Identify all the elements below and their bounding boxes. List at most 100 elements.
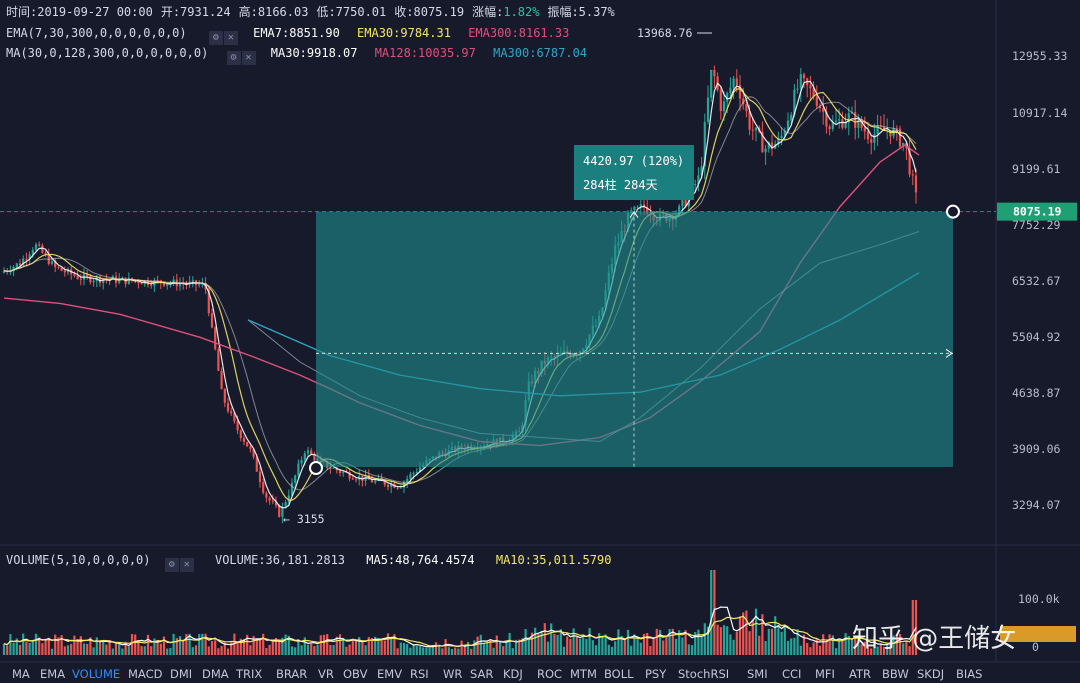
tab-sar[interactable]: SAR xyxy=(470,667,494,681)
volume-bar xyxy=(76,639,79,655)
settings-icon[interactable]: ⚙ xyxy=(164,558,179,572)
candle-body xyxy=(860,119,863,128)
ohlc-field-5: 涨幅: xyxy=(472,5,504,19)
close-icon[interactable]: ✕ xyxy=(241,51,256,65)
tab-obv[interactable]: OBV xyxy=(343,667,368,681)
volume-bar xyxy=(761,614,764,655)
candle-body xyxy=(239,430,242,439)
tab-ema[interactable]: EMA xyxy=(40,667,66,681)
candle-body xyxy=(911,174,914,176)
volume-bar xyxy=(434,642,438,655)
tab-vr[interactable]: VR xyxy=(318,667,334,681)
candle-body xyxy=(854,112,857,128)
volume-bar xyxy=(233,633,236,655)
candle-body xyxy=(822,107,825,112)
volume-bar xyxy=(655,628,658,655)
volume-bar xyxy=(767,628,770,655)
tab-trix[interactable]: TRIX xyxy=(236,667,263,681)
volume-bar xyxy=(697,629,700,655)
volume-bar xyxy=(508,633,511,655)
ma5-value: MA5:48,764.4574 xyxy=(366,553,475,567)
volume-bar xyxy=(294,647,297,655)
volume-bar xyxy=(31,641,34,655)
tab-smi[interactable]: SMI xyxy=(747,667,768,681)
volume-bar xyxy=(630,645,633,655)
candle-body xyxy=(370,479,374,483)
volume-bar xyxy=(854,638,857,655)
candle-body xyxy=(780,135,783,139)
volume-bar xyxy=(562,646,566,655)
candle-body xyxy=(31,249,34,255)
volume-bar xyxy=(601,635,604,655)
close-icon[interactable]: ✕ xyxy=(223,31,238,45)
tab-ma[interactable]: MA xyxy=(12,667,30,681)
candle-body xyxy=(150,284,153,286)
volume-bar xyxy=(604,634,607,655)
tab-atr[interactable]: ATR xyxy=(849,667,871,681)
tab-mfi[interactable]: MFI xyxy=(815,667,835,681)
measure-bars-label: 284柱 284天 xyxy=(583,177,658,192)
volume-bar xyxy=(895,634,898,655)
candle-body xyxy=(706,97,710,122)
volume-bar xyxy=(758,635,761,655)
volume-bar xyxy=(470,648,473,655)
tab-roc[interactable]: ROC xyxy=(537,667,563,681)
tab-stochrsi[interactable]: StochRSI xyxy=(678,667,730,681)
tab-wr[interactable]: WR xyxy=(443,667,463,681)
volume-bar xyxy=(326,634,329,655)
volume-bar xyxy=(617,629,620,655)
tab-dmi[interactable]: DMI xyxy=(170,667,193,681)
volume-bar xyxy=(882,646,886,655)
volume-bar xyxy=(22,633,25,655)
volume-bar xyxy=(828,634,831,655)
candle-body xyxy=(636,206,639,208)
tab-boll[interactable]: BOLL xyxy=(604,667,634,681)
volume-bar xyxy=(169,647,172,655)
volume-bar xyxy=(898,633,902,655)
volume-bar xyxy=(873,636,876,655)
volume-bar xyxy=(329,645,332,655)
indicator-tab-bar: MA EMA VOLUME MACD DMI DMA TRIX BRAR VR OBV EMV RSI… xyxy=(0,664,1080,683)
candle-body xyxy=(732,78,735,88)
candle-body xyxy=(815,96,818,106)
tab-bias[interactable]: BIAS xyxy=(956,667,983,681)
volume-bar xyxy=(265,647,268,655)
volume-bar xyxy=(290,646,294,655)
volume-bar xyxy=(114,642,118,655)
ema7-value: EMA7:8851.90 xyxy=(253,26,340,40)
volume-bar xyxy=(681,637,684,655)
tab-brar[interactable]: BRAR xyxy=(276,667,308,681)
tab-psy[interactable]: PSY xyxy=(645,667,667,681)
volume-bar xyxy=(498,641,502,655)
tab-macd[interactable]: MACD xyxy=(128,667,163,681)
volume-bar xyxy=(553,633,556,655)
tab-skdj[interactable]: SKDJ xyxy=(917,667,945,681)
volume-bar xyxy=(191,647,194,655)
tab-bbw[interactable]: BBW xyxy=(882,667,909,681)
candle-body xyxy=(210,313,214,328)
tab-rsi[interactable]: RSI xyxy=(410,667,429,681)
tab-emv[interactable]: EMV xyxy=(377,667,403,681)
volume-bar xyxy=(623,640,626,655)
tab-mtm[interactable]: MTM xyxy=(570,667,597,681)
volume-bar xyxy=(15,638,18,655)
volume-bar xyxy=(454,647,457,655)
volume-bar xyxy=(780,631,783,655)
volume-bar xyxy=(620,635,623,655)
volume-bar xyxy=(818,645,822,655)
candle-body xyxy=(412,472,415,475)
tab-kdj[interactable]: KDJ xyxy=(503,667,523,681)
close-icon[interactable]: ✕ xyxy=(179,558,194,572)
volume-bar xyxy=(175,638,178,655)
candle-body xyxy=(329,467,332,469)
candle-body xyxy=(38,244,41,246)
volume-bar xyxy=(223,642,226,655)
volume-bar xyxy=(889,641,892,655)
tab-dma[interactable]: DMA xyxy=(202,667,229,681)
tab-volume[interactable]: VOLUME xyxy=(72,667,121,681)
settings-icon[interactable]: ⚙ xyxy=(226,51,241,65)
tab-cci[interactable]: CCI xyxy=(782,667,802,681)
volume-bar xyxy=(28,642,31,655)
settings-icon[interactable]: ⚙ xyxy=(208,31,223,45)
